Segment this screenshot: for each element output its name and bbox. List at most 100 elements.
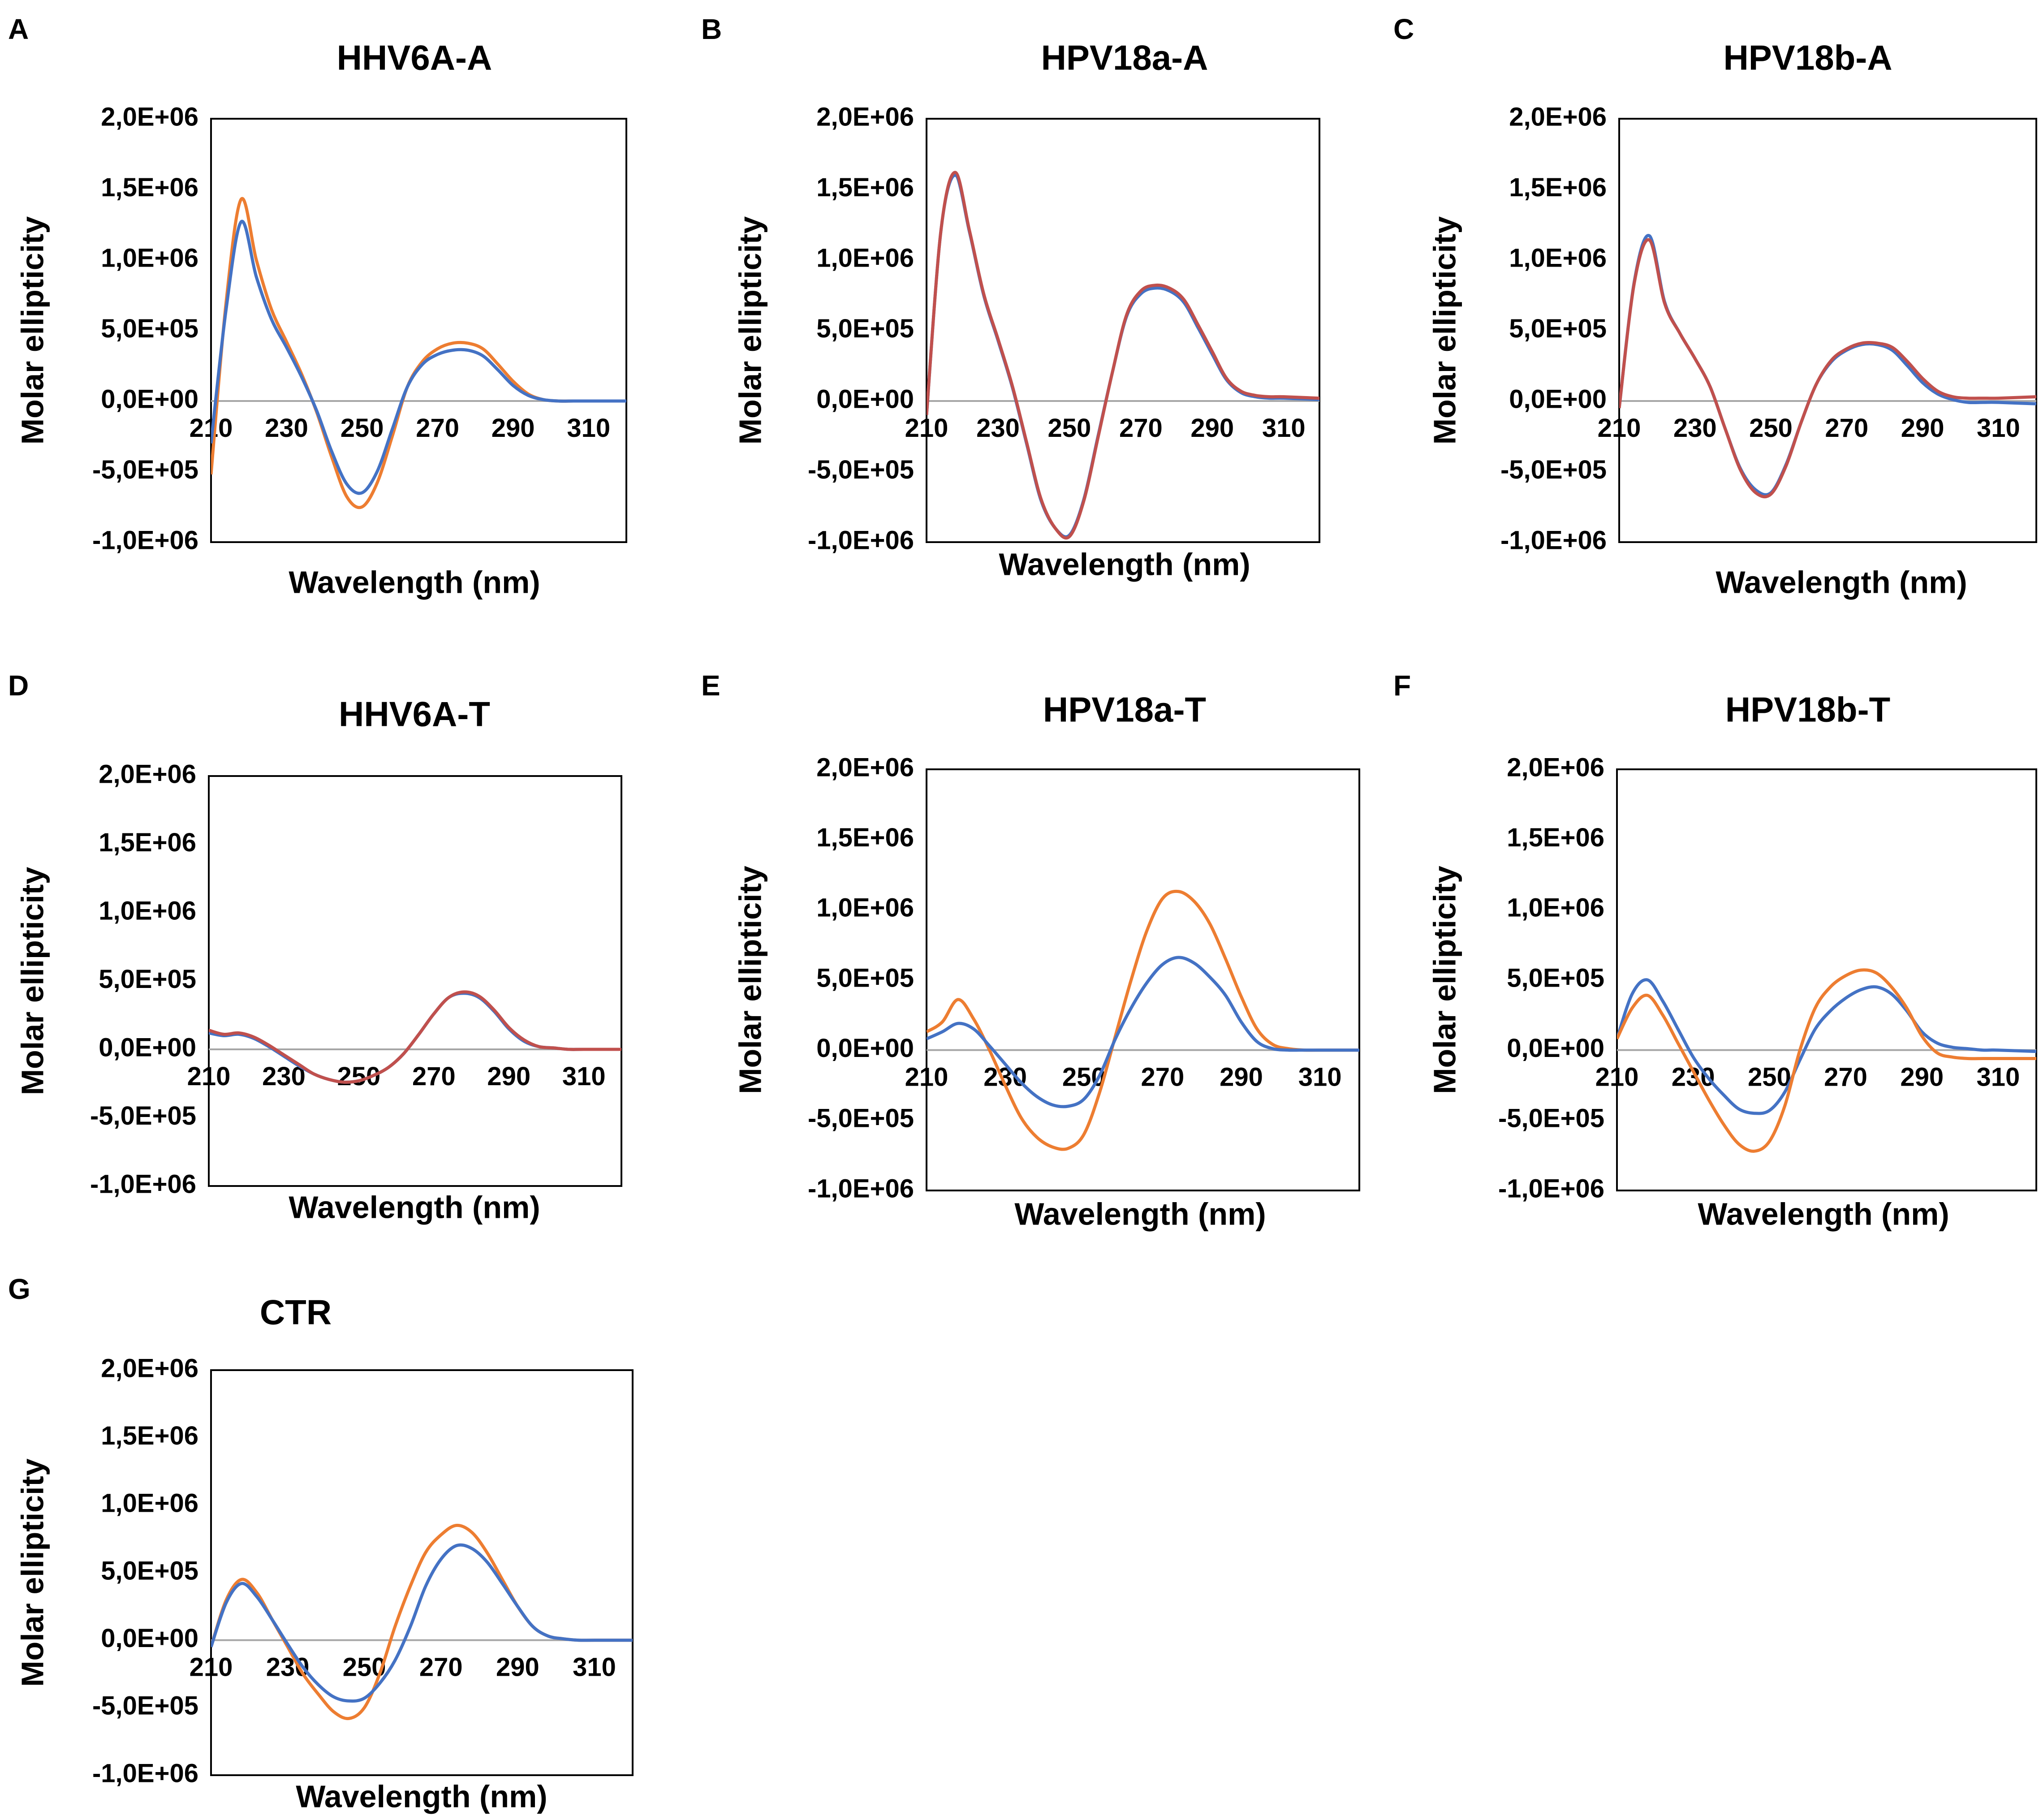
y-tick-label: 1,0E+06 — [101, 1489, 198, 1518]
y-axis-label: Molar ellipticity — [1427, 866, 1462, 1094]
y-tick-label: 1,5E+06 — [816, 173, 914, 202]
y-tick-label: 2,0E+06 — [816, 102, 914, 131]
plot-frame — [1616, 768, 2037, 1191]
x-axis-label: Wavelength (nm) — [296, 1779, 547, 1814]
y-tick-label: -5,0E+05 — [92, 455, 198, 484]
panel-letter: C — [1393, 13, 1414, 45]
y-tick-label: 2,0E+06 — [816, 753, 914, 782]
x-tick-label: 210 — [190, 1653, 233, 1682]
x-tick-label: 210 — [1598, 414, 1641, 443]
y-tick-label: -1,0E+06 — [90, 1169, 196, 1199]
y-tick-label: 1,5E+06 — [99, 828, 196, 857]
series-line-orange — [927, 889, 1359, 1151]
x-axis-label: Wavelength (nm) — [1698, 1196, 1949, 1231]
x-tick-label: 310 — [573, 1653, 616, 1682]
x-tick-label: 310 — [1298, 1063, 1342, 1092]
x-axis-label: Wavelength (nm) — [289, 565, 540, 599]
x-tick-label: 270 — [1824, 1063, 1867, 1092]
x-tick-label: 250 — [1749, 414, 1793, 443]
y-tick-label: 1,5E+06 — [1509, 173, 1607, 202]
x-tick-label: 310 — [567, 414, 610, 443]
y-tick-label: 1,0E+06 — [101, 243, 198, 272]
panel-letter: F — [1393, 669, 1411, 702]
series-line-red — [209, 990, 621, 1084]
y-tick-label: 5,0E+05 — [1507, 963, 1604, 992]
series-line-orange — [211, 197, 626, 509]
y-tick-label: 0,0E+00 — [99, 1033, 196, 1062]
x-tick-label: 250 — [1048, 414, 1091, 443]
y-axis-label: Molar ellipticity — [15, 1458, 50, 1687]
series-line-orange — [1617, 968, 2036, 1153]
y-tick-label: -5,0E+05 — [808, 1104, 914, 1133]
x-tick-label: 270 — [419, 1653, 463, 1682]
y-tick-label: 5,0E+05 — [1509, 314, 1607, 343]
panel-letter: D — [8, 669, 29, 702]
x-axis-label: Wavelength (nm) — [1014, 1196, 1266, 1231]
y-tick-label: 0,0E+00 — [816, 384, 914, 414]
plot-frame — [210, 1369, 634, 1776]
y-tick-label: 2,0E+06 — [101, 102, 198, 131]
x-tick-label: 290 — [487, 1062, 530, 1091]
x-tick-label: 290 — [1901, 414, 1944, 443]
series-line-red — [1619, 238, 2036, 499]
y-tick-label: 1,5E+06 — [1507, 823, 1604, 852]
chart-panel-e: E HPV18a-T 2,0E+06 1,5E+06 1,0E+06 5,0E+05 0,0… — [701, 669, 1360, 1231]
y-tick-label: 2,0E+06 — [1507, 753, 1604, 782]
y-tick-label: 2,0E+06 — [101, 1354, 198, 1383]
y-axis-label: Molar ellipticity — [1427, 216, 1462, 445]
y-axis-label: Molar ellipticity — [733, 216, 767, 445]
y-tick-label: 0,0E+00 — [101, 1624, 198, 1653]
y-tick-label: 1,5E+06 — [101, 173, 198, 202]
x-tick-label: 230 — [1673, 414, 1717, 443]
chart-panel-c: C HPV18b-A 2,0E+06 1,5E+06 1,0E+06 5,0E+05 0,0… — [1393, 13, 2037, 599]
y-tick-label: 0,0E+00 — [1507, 1034, 1604, 1063]
panel-letter: B — [701, 13, 722, 45]
y-tick-label: -5,0E+05 — [1500, 455, 1607, 484]
x-axis-label: Wavelength (nm) — [999, 547, 1250, 582]
y-tick-label: -1,0E+06 — [808, 526, 914, 555]
panel-letter: E — [701, 669, 720, 702]
plot-frame — [926, 118, 1320, 543]
series-line-blue — [927, 956, 1359, 1108]
chart-panel-a: A HHV6A-A 2,0E+06 1,5E+06 1,0E+06 5,0E+05 0,0E… — [8, 13, 627, 599]
y-tick-label: -1,0E+06 — [1498, 1174, 1604, 1203]
y-tick-label: -5,0E+05 — [808, 455, 914, 484]
y-tick-label: 0,0E+00 — [816, 1034, 914, 1063]
y-tick-label: 1,0E+06 — [816, 243, 914, 272]
chart-title: HPV18a-T — [1043, 690, 1206, 729]
x-tick-label: 290 — [1220, 1063, 1263, 1092]
chart-title: HPV18b-A — [1723, 38, 1892, 78]
x-tick-label: 310 — [1977, 414, 2020, 443]
x-tick-label: 250 — [1748, 1063, 1791, 1092]
chart-panel-b: B HPV18a-A 2,0E+06 1,5E+06 1,0E+06 5,0E+05 0,0… — [701, 13, 1320, 582]
x-axis-label: Wavelength (nm) — [1716, 565, 1967, 599]
x-tick-label: 210 — [1595, 1063, 1639, 1092]
chart-panel-f: F HPV18b-T 2,0E+06 1,5E+06 1,0E+06 5,0E+05 0,0… — [1393, 669, 2037, 1231]
x-tick-label: 270 — [1119, 414, 1163, 443]
plot-frame — [926, 768, 1360, 1191]
x-axis-label: Wavelength (nm) — [289, 1190, 540, 1225]
y-tick-label: 5,0E+05 — [101, 1556, 198, 1585]
x-tick-label: 310 — [562, 1062, 606, 1091]
plot-frame — [208, 775, 622, 1187]
y-tick-label: 1,0E+06 — [99, 896, 196, 925]
series-line-red — [927, 171, 1319, 540]
y-tick-label: -5,0E+05 — [90, 1101, 196, 1130]
y-axis-label: Molar ellipticity — [733, 866, 767, 1094]
chart-title: HHV6A-A — [337, 38, 492, 78]
y-tick-label: -1,0E+06 — [92, 1759, 198, 1788]
x-tick-label: 310 — [1977, 1063, 2020, 1092]
y-tick-label: -5,0E+05 — [92, 1691, 198, 1721]
x-tick-label: 250 — [341, 414, 384, 443]
plot-frame — [1618, 118, 2037, 543]
x-tick-label: 270 — [412, 1062, 456, 1091]
y-tick-label: 0,0E+00 — [1509, 384, 1607, 414]
y-tick-label: 2,0E+06 — [1509, 102, 1607, 131]
x-tick-label: 290 — [496, 1653, 539, 1682]
x-tick-label: 310 — [1262, 414, 1306, 443]
chart-title: HHV6A-T — [339, 694, 490, 734]
chart-title: CTR — [260, 1293, 332, 1332]
y-tick-label: -1,0E+06 — [1500, 526, 1607, 555]
y-tick-label: 1,0E+06 — [1509, 243, 1607, 272]
